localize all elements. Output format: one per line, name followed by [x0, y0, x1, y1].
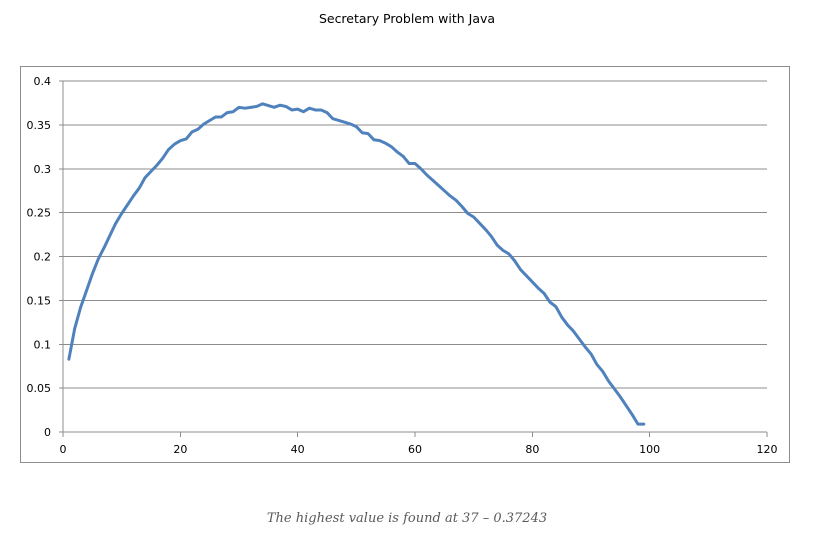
x-tick-label: 20: [173, 443, 187, 456]
gridlines: [59, 80, 768, 437]
y-axis-ticks: 0 0.05 0.1 0.15 0.2 0.25 0.3 0.35 0.4: [27, 75, 52, 439]
y-tick-label: 0: [44, 426, 51, 439]
y-tick-label: 0.1: [34, 338, 52, 351]
x-tick-label: 120: [757, 443, 778, 456]
x-tick-label: 100: [639, 443, 660, 456]
y-tick-label: 0.4: [34, 75, 52, 88]
x-tick-label: 40: [291, 443, 305, 456]
y-tick-label: 0.35: [27, 119, 52, 132]
x-axis-ticks: 0 20 40 60 80 100 120: [60, 443, 778, 456]
y-tick-label: 0.05: [27, 382, 52, 395]
caption: The highest value is found at 37 – 0.372…: [266, 511, 548, 526]
plot-area: [20, 66, 790, 463]
series-line: [67, 102, 646, 426]
chart-title: Secretary Problem with Java: [318, 11, 496, 26]
x-tick-label: 60: [408, 443, 422, 456]
y-tick-label: 0.2: [34, 251, 52, 264]
y-tick-label: 0.3: [34, 163, 52, 176]
y-tick-label: 0.15: [27, 294, 52, 307]
series-layer: [67, 102, 646, 426]
y-tick-label: 0.25: [27, 207, 52, 220]
x-tick-label: 80: [525, 443, 539, 456]
x-tick-label: 0: [60, 443, 67, 456]
